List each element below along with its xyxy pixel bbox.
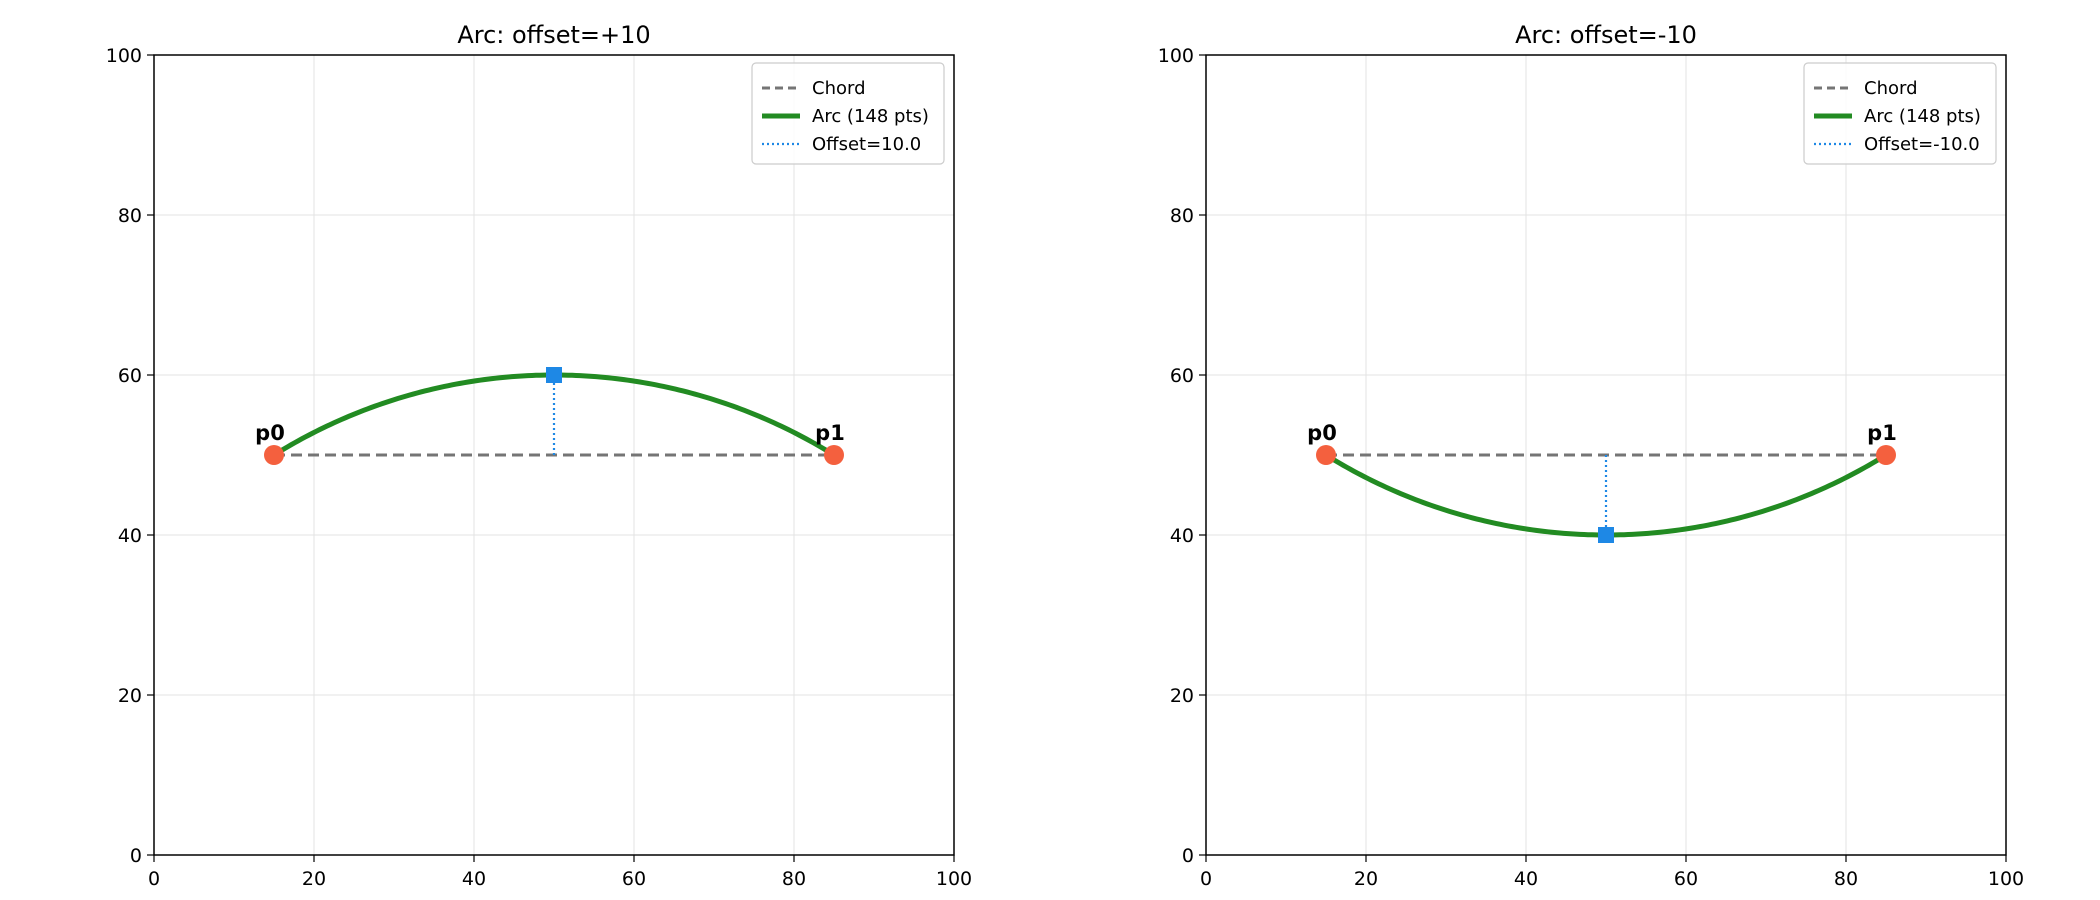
- y-tick-label: 100: [1158, 45, 1194, 67]
- chart-title: Arc: offset=-10: [1515, 21, 1697, 49]
- legend: Chord Arc (148 pts) Offset=-10.0: [1803, 62, 1997, 165]
- legend-label: Arc (148 pts): [812, 106, 929, 127]
- y-tick-label: 60: [118, 365, 142, 387]
- axes-frame: [153, 54, 955, 856]
- legend-label: Chord: [812, 78, 866, 99]
- axes-frame: [1205, 54, 2007, 856]
- y-tick-label: 100: [106, 45, 142, 67]
- legend-label: Arc (148 pts): [1864, 106, 1981, 127]
- x-tick-label: 60: [622, 868, 646, 890]
- x-tick-label: 80: [782, 868, 806, 890]
- x-tick-label: 0: [1200, 868, 1212, 890]
- legend-label: Offset=-10.0: [1864, 134, 1980, 155]
- legend-box: [751, 62, 945, 165]
- y-tick-label: 20: [1170, 685, 1194, 707]
- x-tick-label: 20: [1354, 868, 1378, 890]
- endpoint-label-p0: p0: [255, 421, 285, 445]
- y-tick-label: 40: [1170, 525, 1194, 547]
- endpoint-label-p0: p0: [1307, 421, 1337, 445]
- legend-label: Chord: [1864, 78, 1918, 99]
- y-tick-label: 40: [118, 525, 142, 547]
- endpoint-marker-p1: [824, 445, 844, 465]
- y-tick-label: 0: [1182, 845, 1194, 867]
- y-tick-label: 80: [1170, 205, 1194, 227]
- x-tick-label: 100: [1988, 868, 2024, 890]
- endpoint-marker-p0: [1316, 445, 1336, 465]
- y-tick-label: 0: [130, 845, 142, 867]
- y-tick-label: 60: [1170, 365, 1194, 387]
- legend-box: [1803, 62, 1997, 165]
- legend-label: Offset=10.0: [812, 134, 921, 155]
- x-tick-label: 0: [148, 868, 160, 890]
- x-tick-label: 40: [1514, 868, 1538, 890]
- apex-marker: [1598, 527, 1614, 543]
- y-tick-label: 80: [118, 205, 142, 227]
- x-tick-label: 20: [302, 868, 326, 890]
- x-tick-label: 100: [936, 868, 972, 890]
- chart-panel-1: 0 20 40 60 80 100 0 20 40 60 80 100 p0 p1 Arc: offset=…: [106, 21, 972, 890]
- endpoint-marker-p0: [264, 445, 284, 465]
- endpoint-marker-p1: [1876, 445, 1896, 465]
- x-tick-label: 40: [462, 868, 486, 890]
- endpoint-label-p1: p1: [1867, 421, 1897, 445]
- chart-panel-2: 0 20 40 60 80 100 0 20 40 60 80 100 p0 p1 Arc: offset=…: [1158, 21, 2024, 890]
- apex-marker: [546, 367, 562, 383]
- endpoint-label-p1: p1: [815, 421, 845, 445]
- legend: Chord Arc (148 pts) Offset=10.0: [751, 62, 945, 165]
- x-tick-label: 80: [1834, 868, 1858, 890]
- chart-title: Arc: offset=+10: [457, 21, 650, 49]
- y-tick-label: 20: [118, 685, 142, 707]
- x-tick-label: 60: [1674, 868, 1698, 890]
